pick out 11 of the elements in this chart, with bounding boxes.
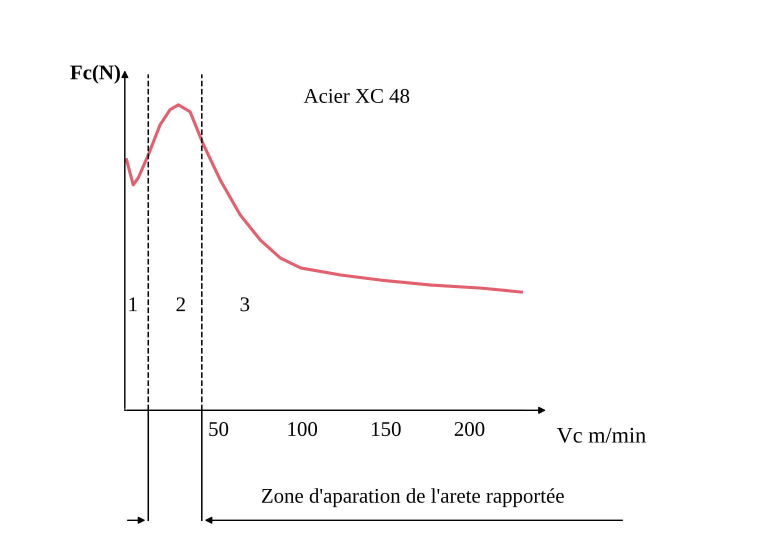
x-tick-label: 150 <box>372 422 401 436</box>
y-axis-title: Fc(N) <box>70 64 120 84</box>
text: Zone d'aparation de l'arete rapportée <box>262 488 564 508</box>
x-tick-label: 200 <box>454 422 484 436</box>
text: Acier XC 48 <box>304 88 410 103</box>
annotation: 3 <box>240 297 250 312</box>
annotation: 2 <box>176 297 185 312</box>
x-tick-label: 100 <box>288 422 318 436</box>
annotation: 1 <box>129 297 137 312</box>
x-tick-label: 50 <box>209 422 228 436</box>
x-axis-title: Vc m/min <box>556 428 646 443</box>
